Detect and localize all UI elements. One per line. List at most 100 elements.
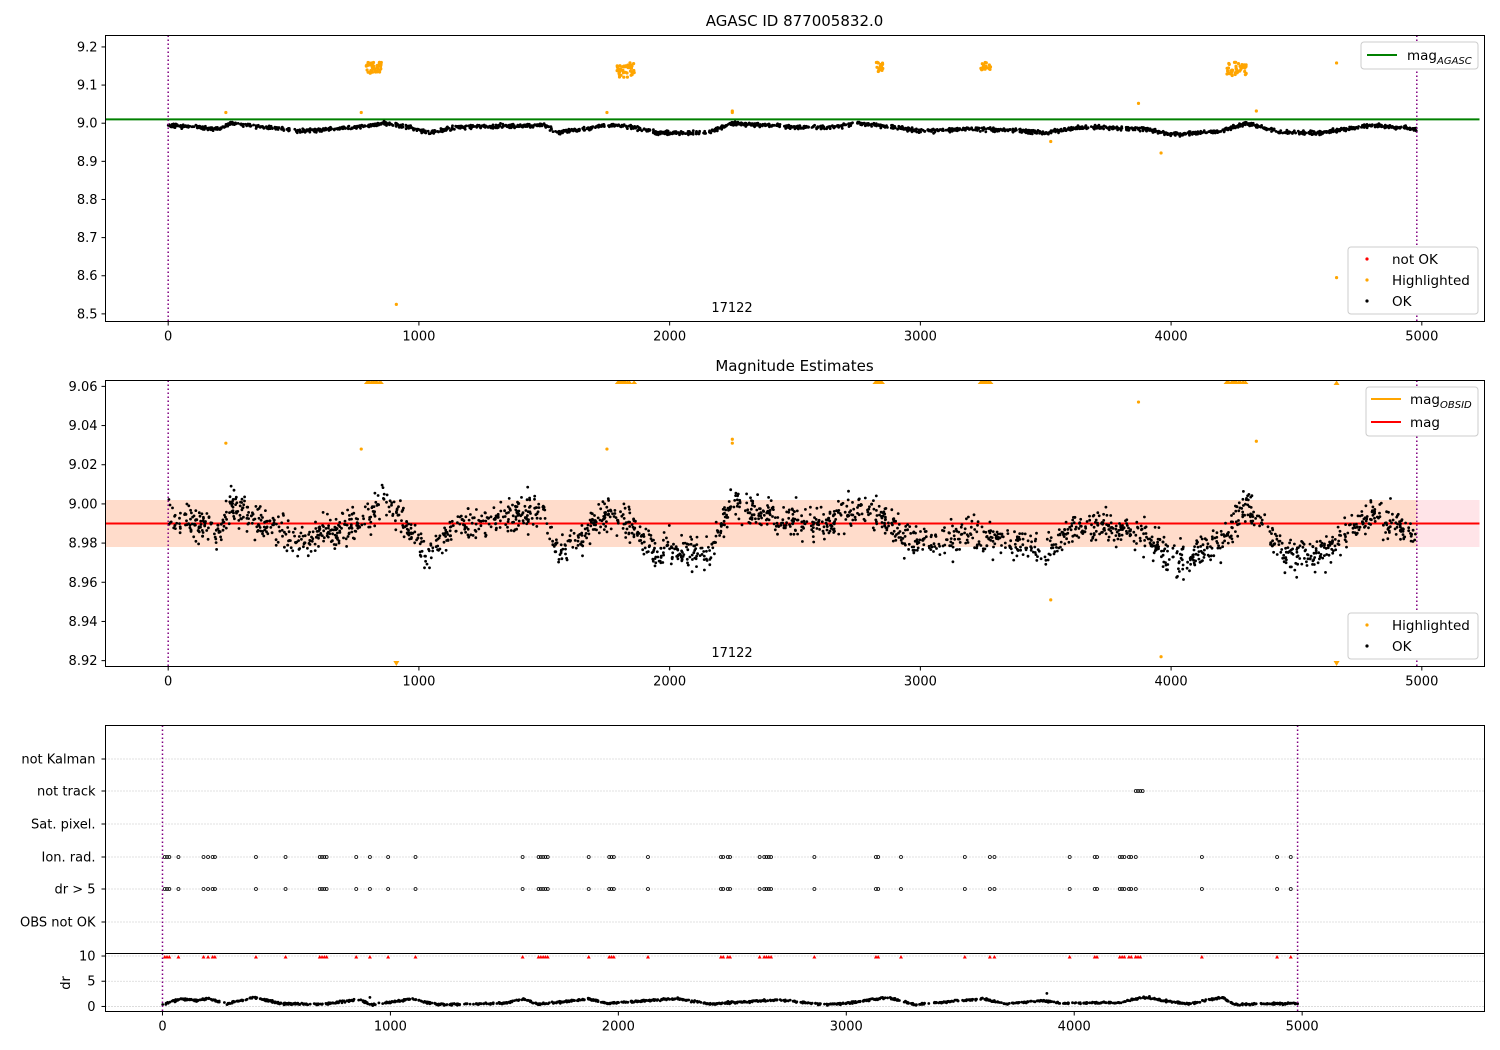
ok-point: [585, 536, 588, 540]
ok-point: [619, 125, 623, 129]
ok-point: [933, 128, 937, 132]
highlighted-point: [605, 110, 609, 115]
legend-box: [1360, 41, 1479, 70]
ok-point: [546, 531, 549, 535]
ok-point: [1334, 548, 1338, 552]
ok-point: [463, 527, 467, 531]
highlighted-point: [1232, 60, 1237, 64]
ok-point: [1250, 121, 1253, 125]
ok-point: [507, 497, 511, 500]
highlighted-point: [377, 61, 381, 65]
ok-point: [745, 501, 749, 505]
ok-point: [472, 516, 476, 520]
ok-point: [1325, 535, 1328, 538]
highlighted-point: [1159, 655, 1163, 659]
ok-point: [1413, 538, 1417, 542]
ok-point: [239, 500, 242, 504]
ion-rad-marker: [254, 855, 258, 859]
ok-point: [748, 122, 752, 126]
ok-point: [1410, 127, 1414, 131]
ok-point: [297, 548, 301, 551]
ok-point: [1231, 540, 1235, 544]
ok-point: [685, 545, 688, 549]
ok-point: [1064, 520, 1068, 524]
ok-point: [293, 127, 297, 131]
ok-point: [526, 485, 530, 489]
ok-point: [702, 554, 706, 558]
ok-point: [306, 546, 309, 550]
ok-point: [1187, 132, 1191, 136]
ok-point: [480, 124, 484, 128]
ok-point: [529, 512, 532, 515]
ok-point: [1388, 531, 1391, 534]
ok-point: [1119, 525, 1123, 529]
ok-point: [1262, 126, 1266, 130]
legend-label: OK: [1392, 294, 1413, 310]
ion-rad-marker: [210, 855, 215, 859]
ok-point: [356, 517, 359, 521]
ok-point: [1226, 533, 1230, 537]
ok-point: [1271, 539, 1274, 543]
ok-point: [1084, 124, 1088, 127]
ok-point: [1069, 127, 1073, 131]
dr-gt-5-marker: [320, 887, 324, 891]
ok-point: [676, 131, 680, 135]
ion-rad-marker: [757, 855, 762, 859]
ok-point: [796, 127, 800, 131]
y-tick-label: 8.98: [69, 537, 98, 552]
ok-point: [467, 518, 471, 522]
ok-point: [628, 525, 632, 528]
ok-point: [772, 522, 776, 526]
dr-gt-5-marker: [719, 887, 723, 891]
ok-point: [469, 513, 472, 516]
ok-point: [807, 125, 810, 129]
ok-point: [1143, 515, 1146, 519]
ok-point: [729, 122, 733, 126]
ok-point: [625, 527, 629, 531]
ok-point: [1294, 131, 1297, 135]
highlighted-point: [730, 441, 734, 445]
ion-rad-marker: [283, 855, 288, 859]
ok-point: [197, 126, 201, 129]
ok-point: [1209, 545, 1212, 548]
ok-point: [906, 528, 909, 532]
ok-point: [387, 505, 391, 509]
ok-point: [1349, 523, 1352, 526]
ok-point: [1019, 545, 1022, 549]
highlighted-point: [628, 66, 632, 70]
ok-point: [810, 126, 814, 129]
ok-point: [1049, 130, 1052, 134]
ok-point: [602, 522, 605, 526]
ok-point: [702, 558, 706, 561]
ok-point: [665, 132, 669, 136]
ok-point: [555, 130, 559, 134]
ok-point: [390, 503, 393, 507]
ok-point: [1309, 129, 1313, 133]
ok-point: [1083, 530, 1087, 534]
ok-point: [1389, 497, 1392, 500]
ok-point: [1298, 557, 1302, 560]
legend-label: Highlighted: [1392, 618, 1470, 634]
ion-rad-marker: [992, 855, 997, 859]
ok-point: [383, 121, 386, 125]
ok-point: [922, 543, 926, 547]
ok-point: [1156, 540, 1159, 544]
ok-point: [1114, 524, 1118, 528]
ok-point: [1014, 546, 1018, 549]
ok-point: [655, 550, 659, 554]
ok-point: [580, 534, 584, 537]
ok-point: [796, 532, 799, 536]
ok-point: [991, 530, 995, 533]
ok-point: [474, 536, 478, 540]
y-tick-label: 8.5: [77, 307, 98, 322]
ok-point: [517, 524, 520, 527]
ok-point: [219, 522, 223, 526]
ok-point: [736, 502, 740, 505]
ok-point: [949, 517, 953, 521]
highlighted-point: [987, 67, 991, 71]
ok-point: [517, 509, 521, 513]
ok-point: [789, 532, 793, 536]
dr-gt-5-marker: [167, 887, 172, 891]
ok-point: [1296, 129, 1300, 133]
ok-point: [636, 129, 639, 133]
